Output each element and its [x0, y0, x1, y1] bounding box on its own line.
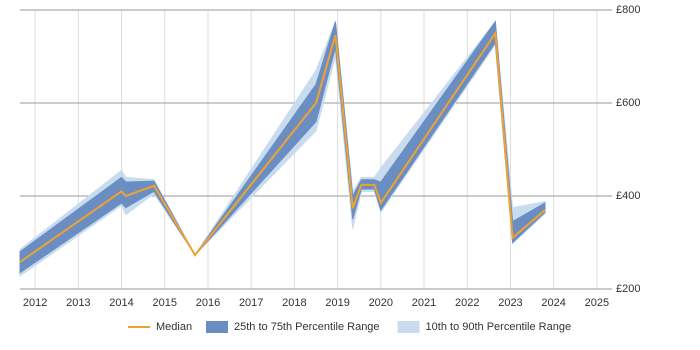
legend-label: 25th to 75th Percentile Range — [234, 321, 380, 333]
legend-label: 10th to 90th Percentile Range — [426, 321, 572, 333]
x-tick-label: 2015 — [153, 297, 177, 309]
x-tick-label: 2016 — [196, 297, 220, 309]
x-tick-label: 2017 — [239, 297, 263, 309]
y-tick-label: £200 — [616, 283, 640, 295]
legend-swatch — [397, 321, 420, 333]
x-tick-label: 2022 — [455, 297, 479, 309]
y-tick-label: £600 — [616, 97, 640, 109]
x-tick-label: 2018 — [282, 297, 306, 309]
x-tick-label: 2024 — [541, 297, 565, 309]
y-tick-label: £400 — [616, 190, 640, 202]
x-tick-label: 2023 — [498, 297, 522, 309]
x-tick-label: 2012 — [23, 297, 47, 309]
legend-swatch — [206, 321, 228, 333]
x-tick-label: 2021 — [412, 297, 436, 309]
x-tick-label: 2014 — [109, 297, 133, 309]
legend-label: Median — [156, 321, 192, 333]
x-tick-label: 2013 — [66, 297, 90, 309]
median-line — [19, 30, 546, 263]
y-tick-label: £800 — [616, 4, 640, 16]
x-tick-label: 2020 — [369, 297, 393, 309]
x-tick-label: 2025 — [585, 297, 609, 309]
x-tick-label: 2019 — [325, 297, 349, 309]
